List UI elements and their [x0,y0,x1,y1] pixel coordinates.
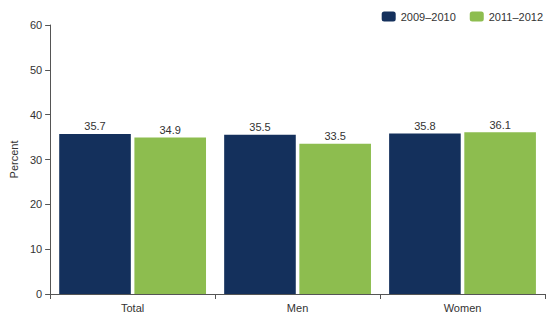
svg-text:33.5: 33.5 [324,130,345,142]
svg-text:20: 20 [30,198,42,210]
svg-text:34.9: 34.9 [159,124,180,136]
svg-text:36.1: 36.1 [489,119,510,131]
svg-text:30: 30 [30,154,42,166]
svg-text:Total: Total [121,302,144,314]
svg-text:2011–2012: 2011–2012 [489,11,543,23]
svg-text:60: 60 [30,19,42,31]
svg-text:Percent: Percent [8,141,20,179]
svg-text:Men: Men [287,302,308,314]
svg-text:2009–2010: 2009–2010 [401,11,456,23]
svg-text:35.5: 35.5 [249,121,270,133]
svg-text:40: 40 [30,109,42,121]
svg-text:35.8: 35.8 [414,120,435,132]
svg-text:10: 10 [30,243,42,255]
svg-text:0: 0 [36,288,42,300]
svg-text:35.7: 35.7 [84,120,105,132]
svg-text:50: 50 [30,64,42,76]
svg-text:Women: Women [444,302,482,314]
